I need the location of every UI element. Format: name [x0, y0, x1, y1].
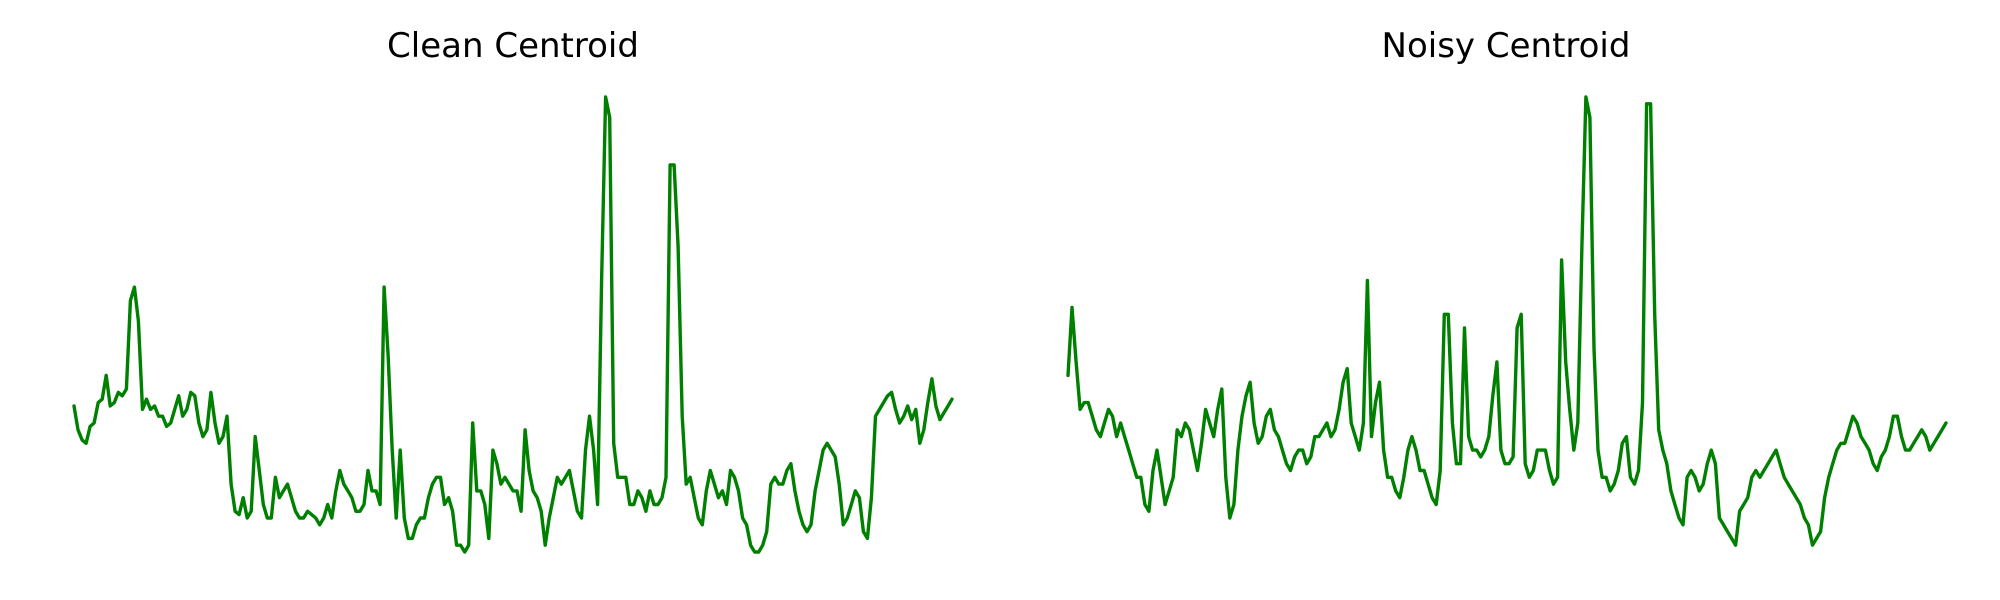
noisy-centroid-series-line	[1066, 95, 1948, 547]
clean-centroid-series-line	[72, 95, 954, 554]
chart-panel-clean: Clean Centroid	[72, 26, 954, 554]
chart-title-noisy: Noisy Centroid	[1382, 26, 1631, 66]
chart-panel-noisy: Noisy Centroid	[1066, 26, 1948, 547]
chart-title-clean: Clean Centroid	[387, 26, 639, 66]
